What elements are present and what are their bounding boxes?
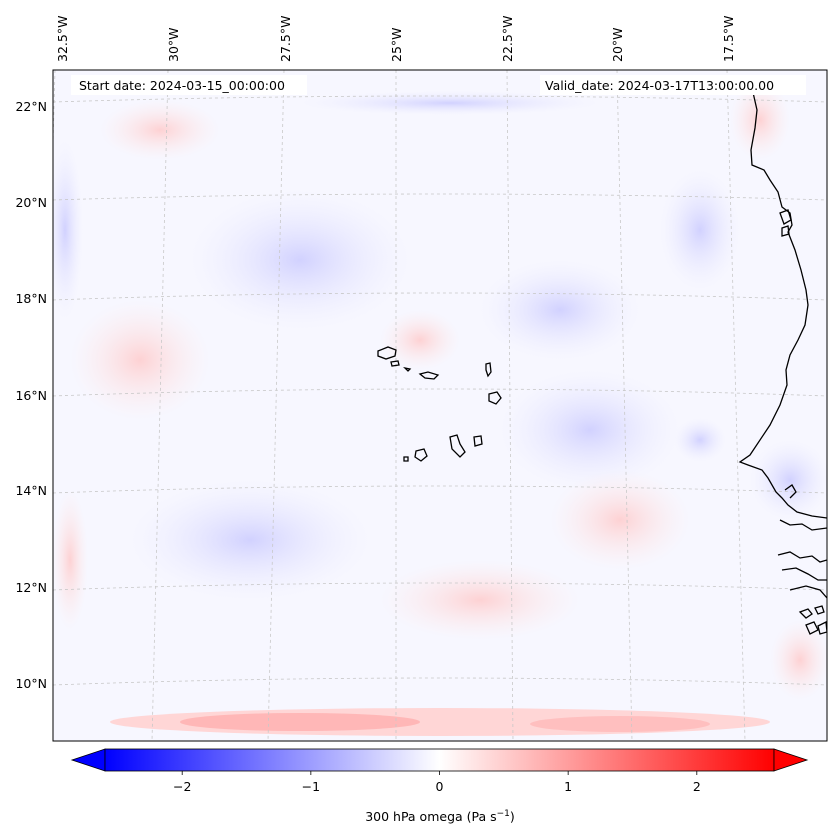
lat-label-14n: 14°N bbox=[15, 483, 47, 498]
colorbar-extend-min bbox=[70, 748, 106, 772]
coastline-bissau-estuaries bbox=[781, 567, 827, 581]
colorbar-body bbox=[104, 748, 775, 772]
coastline-casamance bbox=[779, 519, 827, 531]
island-brava bbox=[403, 456, 409, 462]
island-santa-luzia bbox=[403, 366, 412, 372]
coastline-bijagos-1 bbox=[798, 608, 813, 619]
island-santo-antao bbox=[377, 346, 397, 360]
graticule-lat-10N bbox=[53, 677, 827, 686]
lat-label-12n: 12°N bbox=[15, 580, 47, 595]
coastline-gambia-estuary bbox=[784, 484, 797, 499]
coastline-cap-blanc bbox=[779, 209, 792, 225]
colorbar-tick-label: −1 bbox=[302, 779, 320, 794]
colorbar-label-text: 300 hPa omega (Pa s bbox=[365, 809, 496, 824]
graticule-lon-22.5W bbox=[506, 70, 514, 741]
lon-label-27-5w: 27.5°W bbox=[278, 16, 293, 62]
colorbar-label: 300 hPa omega (Pa s−1) bbox=[365, 809, 515, 824]
map-panel: Start date: 2024-03-15_00:00:00 Valid_da… bbox=[53, 70, 827, 741]
lon-label-22-5w: 22.5°W bbox=[500, 16, 515, 62]
lon-label-17-5w: 17.5°W bbox=[721, 16, 736, 62]
start-date-label: Start date: 2024-03-15_00:00:00 bbox=[79, 78, 285, 93]
lat-label-16n: 16°N bbox=[15, 388, 47, 403]
lon-label-20w: 20°W bbox=[610, 27, 625, 62]
start-date-box bbox=[71, 75, 307, 95]
coastline-guinea bbox=[789, 585, 827, 599]
coastline-mauritania-senegal bbox=[738, 87, 827, 519]
colorbar-label-superscript: −1 bbox=[497, 809, 510, 819]
island-maio bbox=[473, 435, 483, 447]
coastline-banc-arguin bbox=[781, 225, 790, 237]
colorbar-ticks: −2 −1 0 1 2 bbox=[173, 771, 701, 794]
map-frame bbox=[52, 69, 828, 742]
coastline-bijagos-2 bbox=[814, 605, 825, 615]
lat-label-20n: 20°N bbox=[15, 195, 47, 210]
graticule-lat-14N bbox=[53, 485, 827, 494]
graticule-lon-30W bbox=[151, 70, 169, 741]
valid-date-box bbox=[540, 75, 806, 95]
island-boa-vista bbox=[488, 391, 502, 405]
graticule-lat-12N bbox=[53, 582, 827, 591]
lon-label-25w: 25°W bbox=[389, 27, 404, 62]
coastline-bijagos-4 bbox=[817, 620, 827, 635]
island-sao-vicente bbox=[390, 360, 400, 367]
graticule-lon-17.5W bbox=[726, 70, 746, 741]
longitude-labels: 32.5°W 30°W 27.5°W 25°W 22.5°W 20°W 17.5… bbox=[55, 16, 736, 62]
graticule-lat-22N bbox=[53, 95, 827, 103]
colorbar-extend-max bbox=[773, 748, 809, 772]
graticule-lon-20W bbox=[616, 70, 633, 741]
colorbar-tick-label: 2 bbox=[693, 779, 701, 794]
graticule-lon-32.5W bbox=[53, 70, 56, 160]
cape-verde-islands bbox=[377, 346, 502, 462]
valid-date-label: Valid_date: 2024-03-17T13:00:00.00 bbox=[545, 78, 774, 93]
island-santiago bbox=[449, 434, 466, 458]
colorbar-tick-label: 1 bbox=[564, 779, 572, 794]
colorbar: −2 −1 0 1 2 300 hPa omega (Pa s−1) bbox=[70, 748, 809, 824]
lat-label-22n: 22°N bbox=[15, 99, 47, 114]
latitude-labels: 22°N 20°N 18°N 16°N 14°N 12°N 10°N bbox=[15, 99, 47, 691]
lat-label-10n: 10°N bbox=[15, 676, 47, 691]
graticule-lon-27.5W bbox=[267, 70, 285, 741]
island-sal bbox=[485, 362, 492, 378]
lon-label-32-5w: 32.5°W bbox=[55, 16, 70, 62]
island-fogo bbox=[414, 448, 428, 462]
colorbar-tick-label: 0 bbox=[436, 779, 444, 794]
graticule-lat-18N bbox=[53, 292, 827, 301]
lat-label-18n: 18°N bbox=[15, 291, 47, 306]
lon-label-30w: 30°W bbox=[166, 27, 181, 62]
african-coastline bbox=[738, 87, 827, 635]
graticule-lat-20N bbox=[53, 193, 827, 201]
graticule bbox=[53, 70, 827, 741]
graticule-lat-16N bbox=[53, 388, 827, 397]
colorbar-tick-label: −2 bbox=[173, 779, 191, 794]
omega-field-patterns bbox=[53, 80, 827, 736]
island-sao-nicolau bbox=[418, 371, 440, 380]
colorbar-label-close: ) bbox=[510, 809, 515, 824]
coastline-guinea-bissau bbox=[777, 551, 827, 563]
coastline-bijagos-3 bbox=[805, 621, 819, 635]
